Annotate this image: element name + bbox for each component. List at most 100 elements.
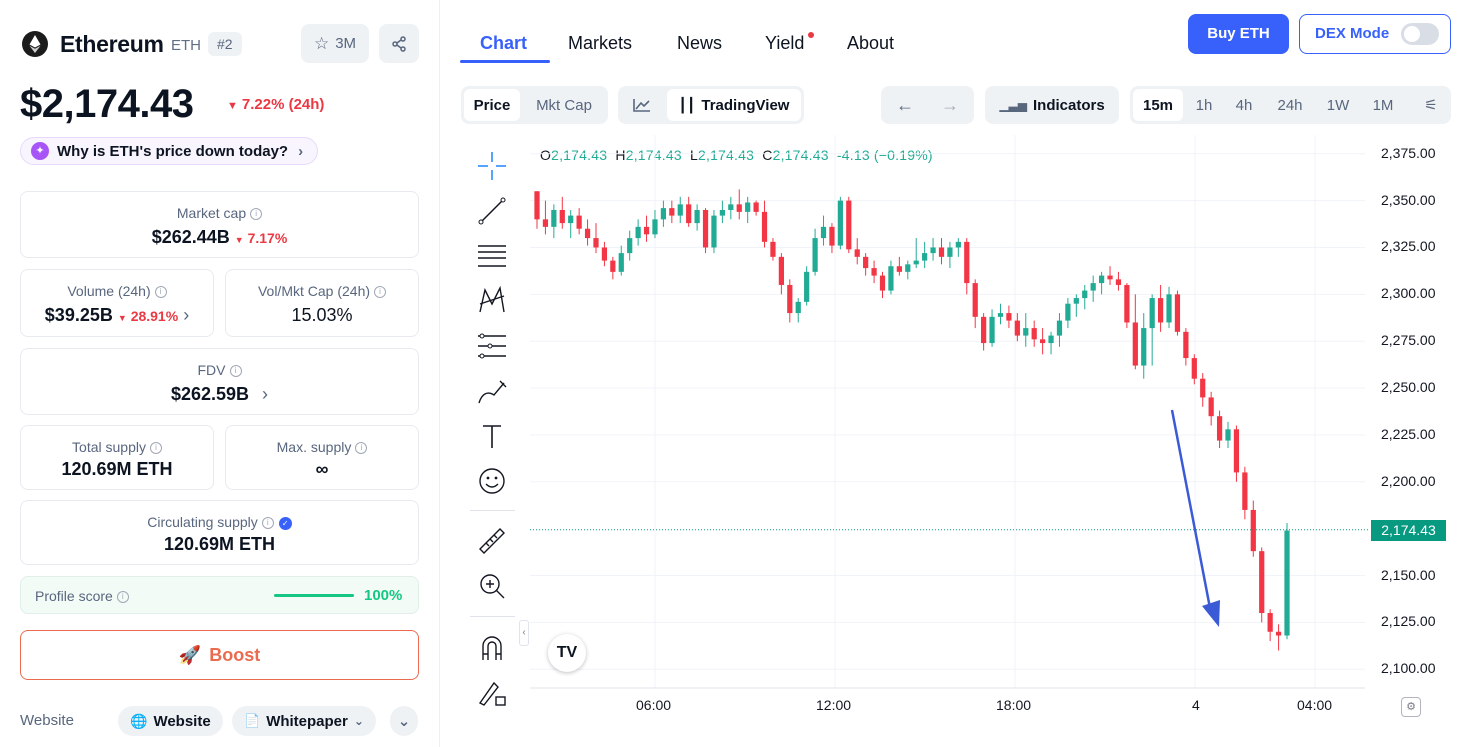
candle-body <box>551 209 557 227</box>
candle-body <box>795 301 801 314</box>
buy-eth-button[interactable]: Buy ETH <box>1188 14 1289 54</box>
range-15m[interactable]: 15m <box>1133 89 1183 121</box>
candle-body <box>1259 551 1265 614</box>
market-cap-card: Market cap i $262.44B ▼ 7.17% <box>20 191 419 258</box>
forecast-icon[interactable] <box>476 330 508 362</box>
more-links-button[interactable]: ⌄ <box>390 706 418 736</box>
total-supply-card: Total supply i 120.69M ETH <box>20 425 214 490</box>
annotation-arrow <box>1170 409 1212 609</box>
range-1h[interactable]: 1h <box>1195 96 1213 114</box>
profile-progress-fill <box>274 594 354 597</box>
candle-body <box>1124 284 1130 323</box>
zoom-in-icon[interactable] <box>476 570 508 602</box>
y-tick: 2,325.00 <box>1381 238 1436 255</box>
watchlist-count: 3M <box>335 35 357 52</box>
candle-body <box>1065 303 1071 321</box>
watchlist-button[interactable]: ☆ 3M <box>301 24 369 63</box>
y-tick: 2,350.00 <box>1381 191 1436 208</box>
info-icon[interactable]: i <box>261 517 274 530</box>
candle-body <box>1056 320 1063 336</box>
document-icon: 📄 <box>244 713 261 728</box>
volume-card[interactable]: Volume (24h) i $39.25B ▼ 28.91% › <box>20 269 214 337</box>
tab-markets[interactable]: Markets <box>568 33 633 53</box>
ai-sparkle-icon: ✦ <box>31 142 49 160</box>
candle-body <box>584 228 591 239</box>
arrow-right-icon[interactable]: → <box>941 94 959 115</box>
vol-mkt-cap-card: Vol/Mkt Cap (24h) i 15.03% <box>225 269 419 337</box>
price-tab[interactable]: Price <box>464 89 520 121</box>
candle-body <box>711 215 717 248</box>
toggle-switch[interactable] <box>1401 23 1439 45</box>
fib-retracement-icon[interactable] <box>476 240 508 272</box>
website-link[interactable]: 🌐 Website <box>118 706 223 736</box>
indicators-button[interactable]: ▁▃▅ Indicators <box>985 86 1119 124</box>
info-icon[interactable]: i <box>149 442 162 455</box>
info-icon[interactable]: i <box>154 286 167 299</box>
tab-news[interactable]: News <box>677 33 723 53</box>
candle-body <box>1023 328 1029 336</box>
dex-mode-toggle[interactable]: DEX Mode <box>1299 14 1451 54</box>
candle-body <box>694 209 700 224</box>
candlestick-icon: ┃┃ <box>678 96 696 113</box>
candle-body <box>702 209 709 248</box>
trend-line-icon[interactable] <box>476 195 508 227</box>
rocket-icon: 🚀 <box>178 644 202 665</box>
candle-body <box>846 200 852 250</box>
info-icon[interactable]: i <box>229 365 242 378</box>
text-icon[interactable] <box>476 420 508 452</box>
verified-icon: ✓ <box>278 516 292 530</box>
whitepaper-dropdown[interactable]: 📄 Whitepaper ⌄ <box>232 706 376 736</box>
candle-body <box>1141 328 1147 366</box>
tab-about[interactable]: About <box>847 33 895 53</box>
range-24h[interactable]: 24h <box>1277 96 1303 114</box>
coin-symbol: ETH <box>171 37 201 54</box>
line-chart-button[interactable] <box>621 89 663 121</box>
info-icon[interactable]: i <box>116 591 129 604</box>
candle-body <box>837 200 843 246</box>
tradingview-logo-icon[interactable]: TV <box>548 634 586 672</box>
arrow-left-icon[interactable]: ← <box>896 94 914 115</box>
candle-body <box>1216 416 1223 441</box>
settings-sliders-icon[interactable]: ⚟ <box>1424 97 1438 114</box>
pattern-icon[interactable] <box>476 284 508 316</box>
candle-body <box>1115 279 1122 285</box>
emoji-icon[interactable] <box>476 465 508 497</box>
tab-yield[interactable]: Yield <box>765 33 805 53</box>
info-icon[interactable]: i <box>250 208 263 221</box>
candle-body <box>1267 613 1273 632</box>
tab-chart[interactable]: Chart <box>480 33 528 53</box>
boost-button[interactable]: 🚀 Boost <box>20 630 419 680</box>
x-tick: 06:00 <box>636 697 672 713</box>
info-icon[interactable]: i <box>355 442 368 455</box>
range-4h[interactable]: 4h <box>1235 96 1253 114</box>
chart-settings-icon[interactable]: ⚙ <box>1401 697 1421 717</box>
tool-divider <box>470 616 515 617</box>
tradingview-button[interactable]: ┃┃ TradingView <box>667 89 801 121</box>
range-1m[interactable]: 1M <box>1372 96 1394 114</box>
candle-body <box>879 275 886 291</box>
x-tick: 12:00 <box>816 697 852 713</box>
magnet-icon[interactable] <box>476 632 508 664</box>
crosshair-icon[interactable] <box>476 150 508 182</box>
info-icon[interactable]: i <box>374 286 387 299</box>
lock-drawing-icon[interactable] <box>476 677 508 709</box>
brush-icon[interactable] <box>476 375 508 407</box>
mktcap-tab[interactable]: Mkt Cap <box>536 96 592 114</box>
range-1w[interactable]: 1W <box>1326 96 1350 114</box>
candle-body <box>854 249 860 257</box>
candle-body <box>1157 298 1164 323</box>
candle-body <box>787 284 793 314</box>
chevron-down-icon: ⌄ <box>353 714 364 728</box>
share-button[interactable] <box>379 24 419 63</box>
website-label: Website <box>20 712 74 729</box>
fdv-card[interactable]: FDV i $262.59B › <box>20 348 419 415</box>
why-price-down-button[interactable]: ✦ Why is ETH's price down today? › <box>20 137 318 165</box>
star-icon: ☆ <box>313 33 330 53</box>
chart-type-toggle: ┃┃ TradingView <box>618 86 804 124</box>
candle-body <box>1242 472 1248 510</box>
candle-body <box>812 238 818 272</box>
ruler-icon[interactable] <box>476 525 508 557</box>
collapse-toolbar-button[interactable]: ‹ <box>519 620 529 646</box>
candle-body <box>1006 313 1012 321</box>
